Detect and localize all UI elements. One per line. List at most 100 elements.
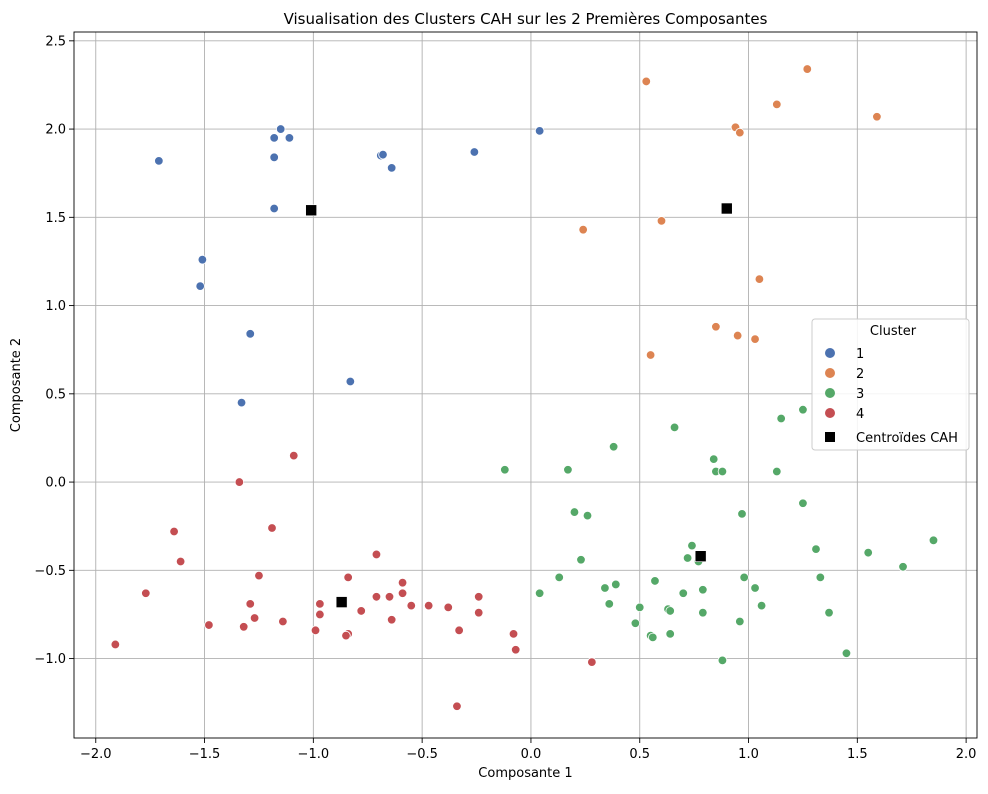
data-point-cluster-2: [735, 127, 745, 138]
legend: Cluster 1 2 3 4 Centroïdes CAH: [811, 318, 970, 451]
data-point-cluster-4: [397, 577, 408, 588]
y-tick-label: 2.5: [45, 34, 66, 49]
data-point-cluster-1: [386, 163, 397, 173]
data-point-cluster-4: [508, 629, 519, 639]
x-tick-label: −2.0: [80, 747, 112, 762]
data-point-cluster-4: [371, 592, 382, 602]
legend-marker-4: [825, 408, 835, 418]
data-point-cluster-4: [234, 477, 245, 487]
data-point-cluster-4: [245, 599, 255, 609]
legend-marker-2: [825, 368, 835, 378]
data-point-cluster-3: [798, 498, 808, 508]
data-point-cluster-3: [611, 579, 621, 590]
data-point-cluster-2: [578, 224, 588, 235]
y-tick-label: 2.0: [45, 123, 66, 138]
legend-label-3: 3: [856, 387, 864, 402]
legend-marker-centroid: [825, 432, 835, 442]
legend-label-centroid: Centroïdes CAH: [856, 431, 958, 446]
data-point-cluster-1: [269, 152, 279, 163]
legend-title: Cluster: [870, 324, 917, 339]
data-point-cluster-3: [635, 602, 645, 613]
data-point-cluster-2: [872, 112, 882, 122]
data-point-cluster-3: [772, 466, 782, 477]
data-point-cluster-2: [754, 274, 765, 284]
data-point-cluster-1: [284, 133, 295, 143]
chart-title: Visualisation des Clusters CAH sur les 2…: [284, 10, 768, 28]
data-point-cluster-3: [678, 588, 688, 598]
data-point-cluster-3: [717, 466, 728, 477]
centroid-marker: [720, 202, 733, 215]
data-point-cluster-4: [175, 556, 186, 567]
data-point-cluster-4: [278, 616, 288, 627]
data-point-cluster-1: [469, 147, 480, 157]
data-point-cluster-2: [732, 330, 743, 341]
axis-ticks: −2.0 −1.5 −1.0 −0.5 0.0 0.5 1.0 1.5 2.0 −1.0 −0.5 0…: [34, 34, 976, 762]
data-points: [110, 64, 939, 711]
data-point-cluster-3: [717, 655, 728, 666]
data-point-cluster-3: [739, 572, 749, 583]
data-point-cluster-3: [682, 553, 693, 563]
data-point-cluster-3: [815, 572, 826, 583]
y-axis-label: Composante 2: [9, 338, 24, 432]
data-point-cluster-1: [276, 124, 286, 134]
legend-marker-1: [825, 348, 835, 358]
data-point-cluster-3: [824, 607, 834, 618]
data-point-cluster-4: [249, 613, 260, 623]
data-point-cluster-4: [315, 599, 325, 609]
data-point-cluster-1: [534, 126, 545, 136]
data-point-cluster-2: [641, 76, 651, 87]
data-point-cluster-3: [576, 555, 586, 565]
data-point-cluster-3: [776, 413, 786, 424]
data-point-cluster-3: [798, 405, 808, 415]
centroid-marker: [335, 596, 348, 608]
data-point-cluster-3: [534, 588, 545, 598]
data-point-cluster-3: [750, 583, 760, 593]
data-point-cluster-1: [236, 397, 247, 408]
data-point-cluster-4: [204, 620, 214, 630]
centroid-marker: [305, 204, 317, 217]
centroid-marker: [694, 550, 707, 563]
data-point-cluster-3: [600, 583, 610, 593]
data-point-cluster-3: [669, 422, 680, 433]
data-point-cluster-3: [554, 572, 564, 583]
data-point-cluster-4: [587, 657, 597, 667]
data-point-cluster-4: [310, 625, 321, 636]
data-point-cluster-3: [563, 465, 573, 475]
data-point-cluster-3: [863, 547, 873, 558]
data-point-cluster-3: [665, 629, 675, 639]
data-point-cluster-1: [269, 203, 279, 214]
data-point-cluster-4: [443, 602, 453, 613]
data-point-cluster-4: [386, 615, 397, 625]
y-tick-label: 1.5: [45, 211, 66, 226]
legend-label-1: 1: [856, 347, 864, 362]
x-tick-label: 0.0: [521, 747, 542, 762]
data-point-cluster-3: [569, 507, 580, 517]
y-tick-label: 0.5: [45, 387, 66, 402]
data-point-cluster-4: [239, 622, 249, 632]
y-tick-label: 1.0: [45, 299, 66, 314]
data-point-cluster-4: [343, 572, 353, 583]
x-tick-label: 2.0: [956, 747, 977, 762]
x-tick-label: 1.5: [847, 747, 868, 762]
data-point-cluster-3: [630, 618, 641, 628]
data-point-cluster-4: [169, 526, 179, 537]
data-point-cluster-4: [384, 592, 395, 602]
data-point-cluster-4: [423, 600, 434, 611]
plot-frame: [73, 31, 978, 739]
data-point-cluster-3: [608, 442, 619, 452]
y-tick-label: −1.0: [34, 652, 66, 667]
data-point-cluster-4: [267, 523, 277, 533]
data-point-cluster-1: [154, 156, 164, 166]
data-point-cluster-3: [687, 540, 697, 551]
data-point-cluster-3: [811, 544, 821, 554]
legend-box: [811, 318, 970, 451]
data-point-cluster-4: [371, 549, 382, 560]
data-point-cluster-3: [735, 616, 745, 627]
data-point-cluster-3: [582, 510, 593, 521]
x-tick-label: 0.5: [629, 747, 650, 762]
data-point-cluster-3: [648, 632, 658, 643]
legend-label-4: 4: [856, 407, 864, 422]
data-point-cluster-3: [650, 576, 660, 586]
